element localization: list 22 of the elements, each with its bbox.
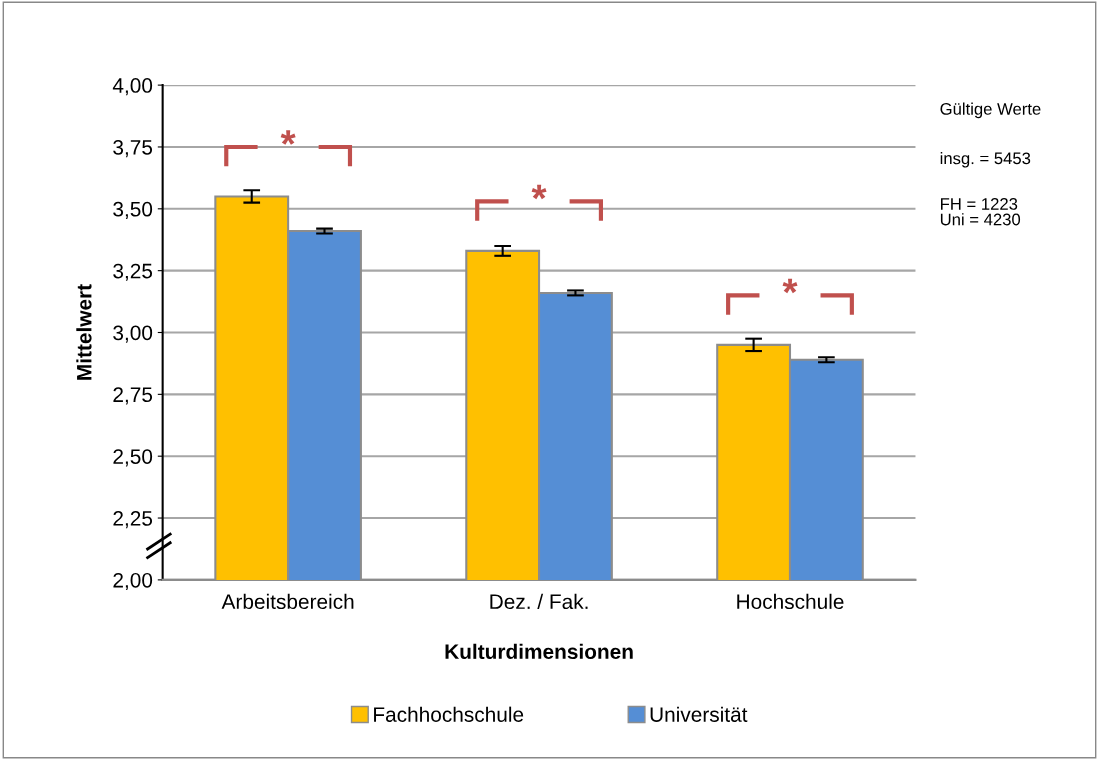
y-tick-label: 3,50 — [113, 201, 153, 220]
legend-label: Fachhochschule — [374, 706, 524, 722]
y-tick-label: 2,00 — [113, 572, 153, 591]
y-tick-label: 4,00 — [112, 78, 153, 96]
text: insg. = 5453 — [940, 152, 1031, 168]
y-tick-label: 3,25 — [113, 263, 153, 281]
annotation: * — [782, 278, 798, 294]
legend-label: Universität — [650, 706, 748, 722]
x-tick-label: Arbeitsbereich — [221, 593, 354, 610]
annotation: * — [280, 130, 296, 145]
x-tick-label: Hochschule — [737, 593, 844, 610]
x-tick-label: Dez. / Fak. — [490, 593, 588, 610]
y-tick-label: 2,50 — [113, 449, 153, 467]
y-tick-label: 2,75 — [113, 387, 153, 405]
annotation: * — [531, 184, 547, 200]
x-axis-title: Kulturdimensionen — [445, 643, 633, 660]
y-axis-title: Mittelwert — [76, 284, 92, 380]
text: FH = 1223 Uni = 4230 — [940, 198, 1021, 226]
y-tick-label: 3,00 — [113, 325, 153, 343]
y-tick-label: 3,75 — [113, 139, 153, 158]
text: Gültige Werte — [940, 102, 1041, 119]
y-tick-label: 2,25 — [113, 511, 153, 529]
